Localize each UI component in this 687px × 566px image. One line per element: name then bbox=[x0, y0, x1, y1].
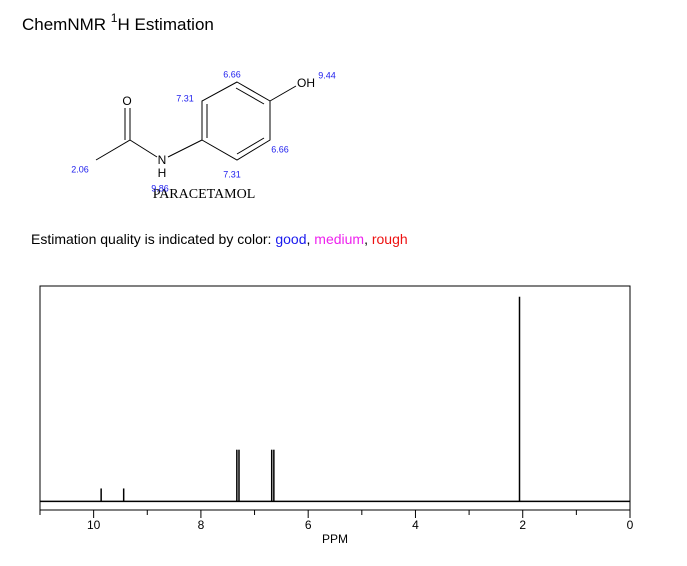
shift-label: 7.31 bbox=[223, 169, 241, 179]
molecule-name: PARACETAMOL bbox=[153, 187, 256, 202]
atom: O bbox=[122, 94, 131, 108]
shift-label: 9.44 bbox=[318, 70, 336, 80]
x-tick-label: 4 bbox=[412, 518, 419, 532]
quality-note: Estimation quality is indicated by color… bbox=[31, 231, 408, 247]
atom: N bbox=[158, 153, 167, 167]
x-tick-label: 0 bbox=[627, 518, 634, 532]
x-tick-label: 2 bbox=[519, 518, 526, 532]
shift-label: 6.66 bbox=[223, 69, 241, 79]
atom: OH bbox=[297, 76, 315, 90]
title-text: H Estimation bbox=[117, 15, 213, 34]
quality-text: Estimation quality is indicated by color… bbox=[31, 231, 275, 247]
x-tick-label: 10 bbox=[87, 518, 101, 532]
shift-label: 6.66 bbox=[271, 144, 289, 154]
shift-label: 7.31 bbox=[176, 93, 194, 103]
shift-label: 9.86 bbox=[151, 183, 169, 193]
atom: H bbox=[158, 166, 167, 180]
plot-frame bbox=[39, 285, 631, 511]
title: ChemNMR 1H Estimation bbox=[22, 11, 214, 34]
title-sup: 1 bbox=[111, 11, 118, 25]
molecule-bonds bbox=[95, 81, 297, 161]
shift-label: 2.06 bbox=[71, 164, 89, 174]
quality-text: , bbox=[307, 231, 315, 247]
title-text: ChemNMR bbox=[22, 15, 111, 34]
quality-good: good bbox=[275, 231, 306, 247]
quality-medium: medium bbox=[314, 231, 364, 247]
x-tick-label: 6 bbox=[305, 518, 312, 532]
quality-rough: rough bbox=[372, 231, 408, 247]
quality-text: , bbox=[364, 231, 372, 247]
x-axis-label: PPM bbox=[322, 532, 348, 546]
x-tick-label: 8 bbox=[198, 518, 205, 532]
